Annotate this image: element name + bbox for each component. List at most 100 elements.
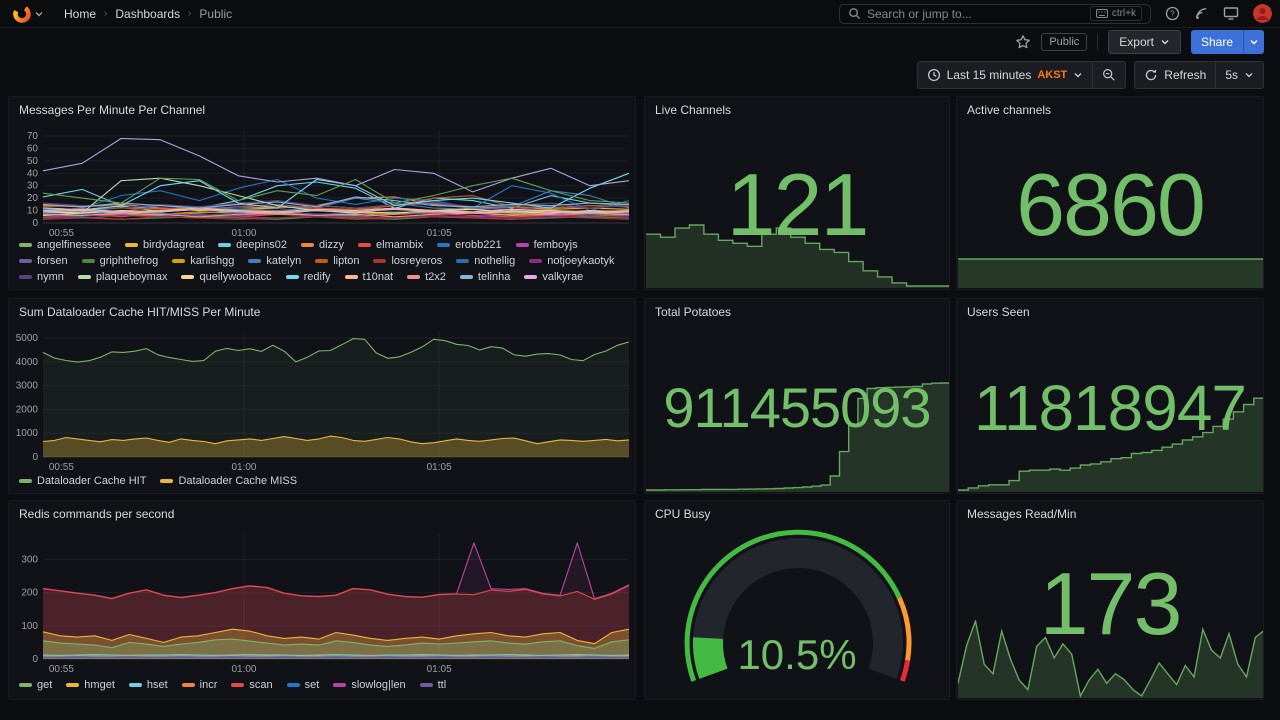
legend-item[interactable]: Dataloader Cache MISS	[160, 475, 297, 487]
legend-item[interactable]: karlishgg	[172, 255, 234, 267]
legend-item[interactable]: incr	[181, 679, 217, 691]
legend-item[interactable]: nymn	[19, 271, 64, 283]
legend-color-dash	[181, 275, 195, 279]
svg-text:50: 50	[27, 156, 39, 167]
panel-cpu-busy: CPU Busy 10.5%	[644, 500, 950, 700]
legend-item[interactable]: erobb221	[437, 239, 502, 251]
legend-item[interactable]: get	[19, 679, 52, 691]
panel-title[interactable]: Messages Read/Min	[967, 507, 1077, 521]
legend-item[interactable]: scan	[231, 679, 273, 691]
help-button[interactable]: ?	[1165, 6, 1180, 21]
panel-title[interactable]: Total Potatoes	[655, 305, 732, 319]
legend-item[interactable]: quellywoobacc	[181, 271, 272, 283]
legend-item[interactable]: hset	[128, 679, 168, 691]
legend-item[interactable]: hmget	[66, 679, 115, 691]
legend-color-dash	[373, 259, 387, 263]
user-avatar[interactable]	[1253, 4, 1272, 23]
legend-item[interactable]: lipton	[315, 255, 359, 267]
legend-label: vonza	[37, 287, 66, 289]
search-placeholder: Search or jump to...	[867, 6, 972, 21]
legend-item[interactable]: ttl	[419, 679, 446, 691]
dashboard-toolbar: Public Export Share	[1015, 30, 1264, 54]
series-line	[42, 196, 630, 209]
series-line	[42, 207, 630, 213]
legend-item[interactable]: t10nat	[344, 271, 394, 283]
zoom-out-icon	[1103, 69, 1115, 81]
search-shortcut: ctrl+k	[1089, 6, 1142, 21]
legend-color-dash	[315, 259, 329, 263]
legend-color-dash	[81, 259, 95, 263]
chevron-down-icon	[1250, 40, 1258, 45]
legend-item[interactable]: Dataloader Cache HIT	[19, 475, 146, 487]
legend-item[interactable]: xqc	[80, 287, 115, 289]
display-button[interactable]	[1223, 6, 1239, 21]
legend-color-dash	[125, 243, 139, 247]
legend-color-dash	[419, 683, 433, 687]
legend-item[interactable]: redify	[285, 271, 331, 283]
legend-label: Dataloader Cache MISS	[178, 475, 298, 487]
share-button[interactable]: Share	[1190, 30, 1264, 54]
zoom-out-button[interactable]	[1092, 62, 1125, 88]
star-button[interactable]	[1015, 34, 1031, 50]
panel-redis-commands: Redis commands per second 0 100 200 300 00:5…	[8, 500, 636, 700]
legend-item[interactable]: plaqueboymax	[77, 271, 167, 283]
panel-title[interactable]: Live Channels	[655, 103, 732, 117]
panel-title[interactable]: Users Seen	[967, 305, 1030, 319]
search-input[interactable]: Search or jump to... ctrl+k	[839, 3, 1151, 24]
legend-item[interactable]: losreyeros	[373, 255, 442, 267]
legend-label: get	[37, 679, 53, 691]
legend-item[interactable]: femboyjs	[515, 239, 578, 251]
panel-title[interactable]: CPU Busy	[655, 507, 711, 521]
legend-item[interactable]: telinha	[459, 271, 510, 283]
star-icon	[1016, 35, 1031, 49]
legend-label: valkyrae	[542, 271, 584, 283]
breadcrumb-dashboards[interactable]: Dashboards	[115, 6, 181, 21]
legend-item[interactable]: dizzy	[300, 239, 344, 251]
legend-item[interactable]: forsen	[19, 255, 68, 267]
breadcrumb-home[interactable]: Home	[64, 6, 97, 21]
refresh-button[interactable]: Refresh	[1135, 62, 1215, 88]
legend-item[interactable]: t2x2	[407, 271, 446, 283]
stat-value: 11818947	[974, 371, 1247, 444]
legend-item[interactable]: nothellig	[456, 255, 515, 267]
panel-title[interactable]: Active channels	[967, 103, 1052, 117]
chevron-down-icon	[1074, 73, 1082, 78]
grafana-menu[interactable]	[12, 4, 44, 24]
legend-label: t10nat	[362, 271, 394, 283]
panel-title[interactable]: Messages Per Minute Per Channel	[19, 103, 206, 117]
svg-text:70: 70	[27, 131, 39, 142]
legend-item[interactable]: notjoeykaotyk	[529, 255, 614, 267]
legend-item[interactable]: valkyrae	[524, 271, 583, 283]
legend-item[interactable]: griphthefrog	[81, 255, 158, 267]
legend-item[interactable]: elmambix	[358, 239, 423, 251]
series-line	[42, 435, 630, 445]
legend-color-dash	[437, 243, 451, 247]
refresh-icon	[1146, 69, 1157, 81]
redis-chart[interactable]: 0 100 200 300 00:55 01:00 01:05	[9, 525, 635, 675]
legend-item[interactable]: katelyn	[248, 255, 301, 267]
legend-label: notjoeykaotyk	[547, 255, 615, 267]
series-line	[42, 195, 630, 210]
time-range-picker[interactable]: Last 15 minutes AKST	[918, 62, 1093, 88]
legend-item[interactable]: vonza	[19, 287, 66, 289]
share-menu-button[interactable]	[1243, 30, 1264, 54]
panel-title[interactable]: Sum Dataloader Cache HIT/MISS Per Minute	[19, 305, 261, 319]
legend-label: xqc	[98, 287, 115, 289]
live-channels-sparkline	[646, 224, 949, 288]
dataloader-legend: Dataloader Cache HIT Dataloader Cache MIS…	[19, 475, 629, 487]
news-button[interactable]	[1194, 6, 1209, 21]
dataloader-chart[interactable]: 0 1000 2000 3000 4000 5000 00:55 01:00 01:05	[9, 323, 635, 473]
panel-title[interactable]: Redis commands per second	[19, 507, 175, 521]
legend-item[interactable]: set	[286, 679, 319, 691]
messages-legend: angelfinesseee birdydagreat deepins02 dizzy…	[19, 239, 629, 289]
export-button[interactable]: Export	[1108, 30, 1181, 54]
legend-item[interactable]: angelfinesseee	[19, 239, 111, 251]
legend-item[interactable]: slowlog|len	[333, 679, 406, 691]
series-line	[42, 628, 630, 645]
legend-item[interactable]: deepins02	[218, 239, 287, 251]
svg-text:60: 60	[27, 143, 39, 154]
legend-item[interactable]: birdydagreat	[125, 239, 204, 251]
series-line	[42, 137, 630, 193]
refresh-interval-picker[interactable]: 5s	[1215, 62, 1263, 88]
